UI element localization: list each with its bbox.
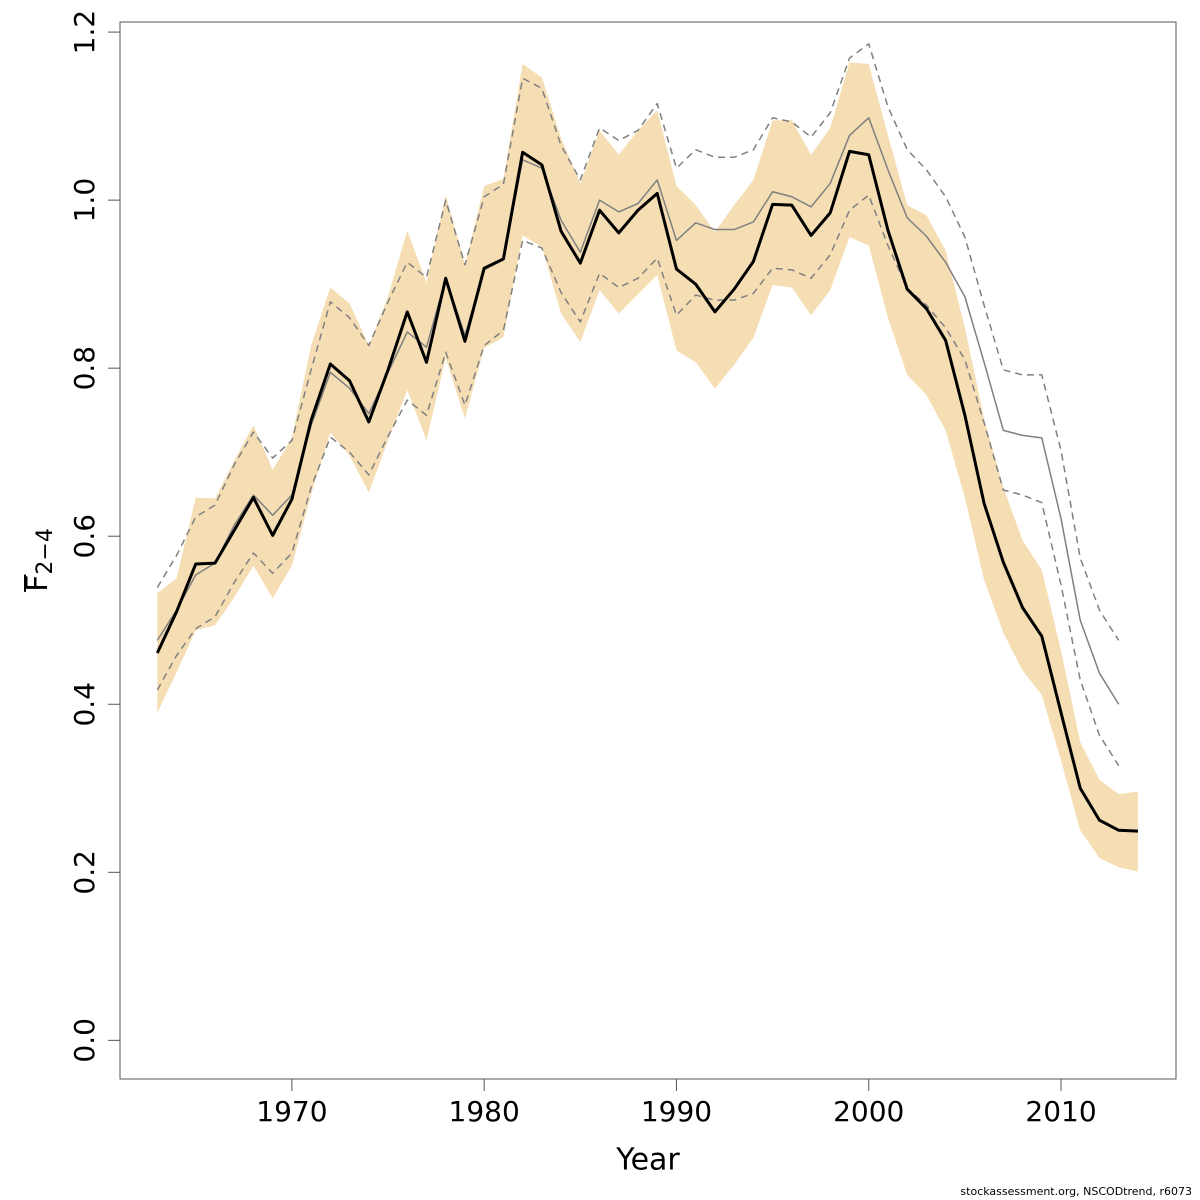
y-tick-label: 0.2 [68,850,101,895]
y-tick-label: 1.0 [68,178,101,223]
y-tick-label: 1.2 [68,10,101,55]
y-axis-title-main: F2−4 [20,528,59,592]
x-tick-label: 1980 [449,1095,520,1128]
y-tick-label: 0.6 [68,514,101,559]
y-axis-title: F2−4 [20,528,59,592]
y-axis-title-letter: F [20,575,55,592]
x-tick-label: 2010 [1025,1095,1096,1128]
x-tick-label: 2000 [833,1095,904,1128]
series-line [156,194,1120,766]
x-tick-label: 1990 [641,1095,712,1128]
x-tick-label: 1970 [256,1095,327,1128]
confidence-band [157,62,1138,872]
series-line [156,43,1120,641]
y-tick-label: 0.0 [68,1018,101,1063]
y-tick-label: 0.4 [68,682,101,727]
y-tick-label: 0.8 [68,346,101,391]
x-axis-title: Year [615,1143,680,1178]
y-axis-title-subscript: 2−4 [33,528,58,574]
series-line [156,117,1120,705]
caption: stockassessment.org, NSCODtrend, r6073 [960,1185,1192,1198]
series-line [155,149,1138,833]
